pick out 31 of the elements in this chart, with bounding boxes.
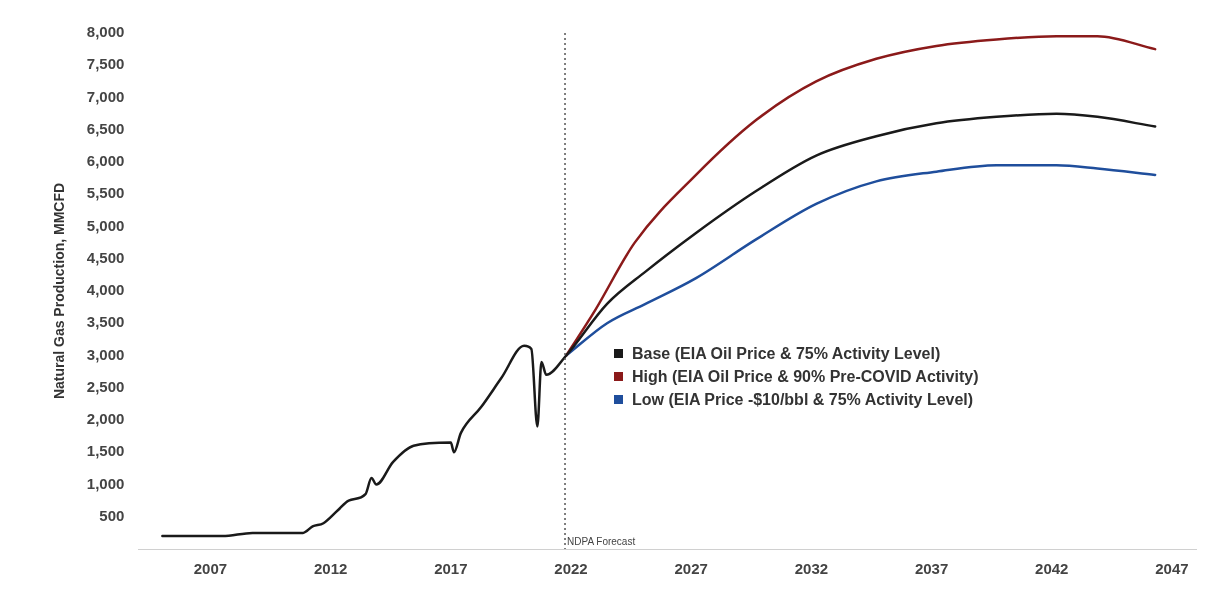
- x-tick-label: 2032: [794, 560, 829, 578]
- y-tick-label: 8,000: [86, 23, 125, 41]
- x-tick-label: 2007: [193, 560, 228, 578]
- y-tick-label: 7,000: [86, 87, 125, 105]
- y-tick-label: 6,000: [86, 152, 125, 170]
- ref-line-label: NDPA Forecast: [567, 536, 636, 547]
- x-tick-label: 2012: [313, 560, 348, 578]
- y-tick-label: 1,000: [86, 474, 125, 492]
- y-tick-label: 4,000: [86, 281, 125, 299]
- y-tick-label: 2,000: [86, 410, 125, 428]
- y-tick-label: 5,000: [86, 216, 125, 234]
- y-tick-label: 4,500: [86, 248, 125, 266]
- y-tick-label: 2,500: [86, 377, 125, 395]
- x-tick-label: 2042: [1035, 560, 1069, 578]
- x-tick-label: 2047: [1155, 560, 1189, 578]
- legend-label: Base (EIA Oil Price & 75% Activity Level): [632, 344, 941, 364]
- y-tick-label: 5,500: [86, 184, 125, 202]
- y-tick-label: 3,000: [86, 345, 125, 363]
- x-tick-label: 2022: [554, 560, 588, 578]
- x-tick-label: 2017: [434, 560, 468, 578]
- x-tick-label: 2027: [674, 560, 708, 578]
- y-tick-label: 1,500: [86, 442, 125, 460]
- legend-label: High (EIA Oil Price & 90% Pre-COVID Activity): [632, 367, 979, 387]
- y-tick-label: 3,500: [86, 313, 125, 331]
- y-axis-title: Natural Gas Production, MMCFD: [51, 182, 68, 400]
- x-tick-label: 2037: [914, 560, 949, 578]
- y-tick-label: 7,500: [86, 55, 125, 73]
- line-series: [161, 112, 1157, 538]
- y-tick-label: 500: [99, 506, 125, 524]
- legend-label: Low (EIA Price -$10/bbl & 75% Activity Level): [632, 390, 974, 410]
- y-tick-label: 6,500: [86, 119, 125, 137]
